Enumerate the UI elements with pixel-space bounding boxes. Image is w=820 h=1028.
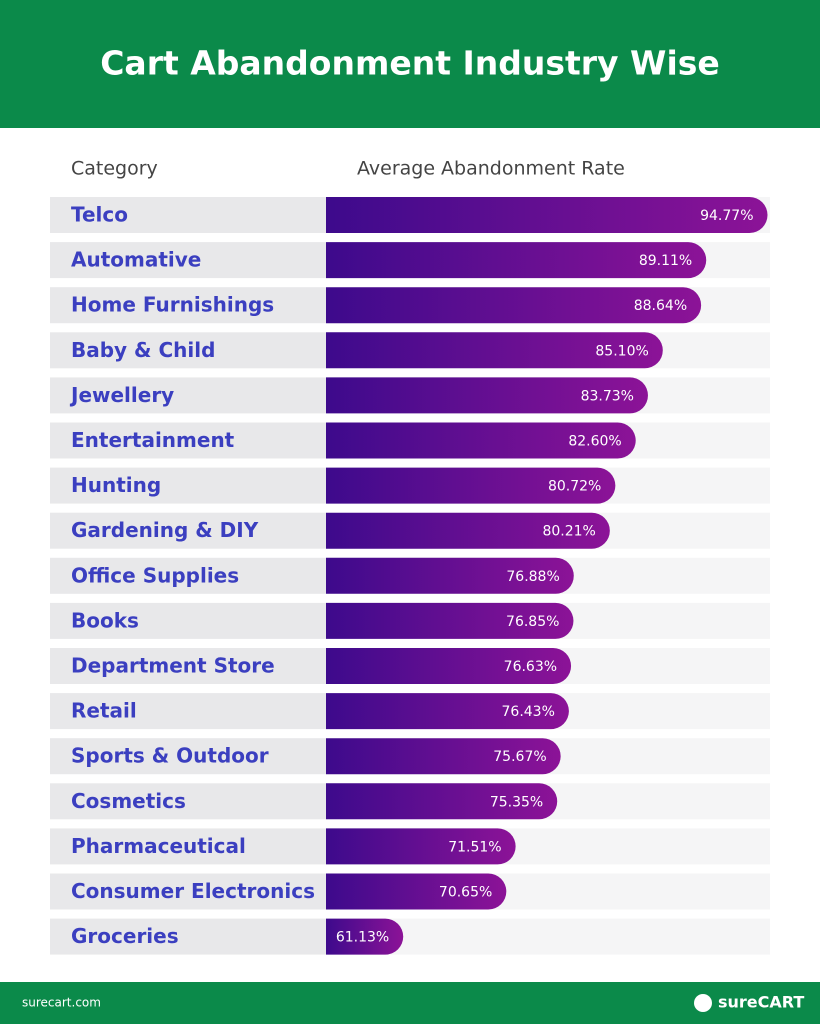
label-cell [50, 422, 326, 459]
value-label: 89.11% [639, 253, 692, 269]
value-label: 83.73% [581, 388, 634, 404]
bar [326, 602, 574, 639]
category-label: Cosmetics [71, 789, 186, 813]
value-label: 88.64% [634, 298, 687, 314]
category-label: Retail [71, 699, 137, 723]
rows: Telco 94.77% Automative 89.11% Home Furnishi… [50, 197, 770, 955]
value-label: 70.65% [439, 885, 492, 901]
category-label: Baby & Child [71, 338, 215, 362]
value-label: 75.67% [493, 749, 546, 765]
label-cell [50, 828, 326, 865]
bar [326, 783, 558, 820]
brand-icon [694, 994, 712, 1012]
value-label: 76.88% [506, 569, 559, 585]
bar [326, 828, 516, 865]
value-label: 76.63% [504, 659, 557, 675]
value-label: 82.60% [568, 434, 621, 450]
value-label: 76.43% [502, 704, 555, 720]
label-cell [50, 602, 326, 639]
value-label: 71.51% [448, 839, 501, 855]
category-label: Jewellery [69, 383, 174, 407]
value-label: 76.85% [506, 614, 559, 630]
label-cell [50, 557, 326, 594]
bar [326, 738, 561, 775]
footer-band [0, 982, 820, 1024]
label-cell [50, 332, 326, 369]
bar [326, 197, 768, 233]
value-label: 85.10% [595, 343, 648, 359]
label-cell [50, 783, 326, 820]
value-label: 61.13% [336, 930, 389, 946]
column-header: Average Abandonment Rate [357, 158, 625, 180]
bar [326, 287, 702, 324]
bar [326, 377, 648, 414]
label-cell [50, 377, 326, 414]
label-cell [50, 242, 326, 279]
category-label: Office Supplies [71, 563, 239, 587]
category-label: Sports & Outdoor [71, 744, 269, 768]
label-cell [50, 512, 326, 549]
category-label: Gardening & DIY [71, 518, 259, 542]
bar [326, 918, 404, 955]
category-label: Groceries [71, 924, 179, 948]
category-label: Consumer Electronics [71, 879, 315, 903]
category-label: Hunting [71, 473, 161, 497]
label-cell [50, 197, 326, 233]
category-label: Automative [71, 248, 201, 272]
label-cell [50, 873, 326, 910]
bar [326, 557, 574, 594]
bar [326, 873, 507, 910]
category-label: Entertainment [71, 428, 235, 452]
bar [326, 512, 610, 549]
bar [326, 693, 569, 730]
category-label: Department Store [71, 654, 275, 678]
category-label: Books [71, 608, 139, 632]
footer-brand: sureCART [718, 993, 804, 1012]
label-cell [50, 287, 326, 324]
bar [326, 332, 663, 369]
value-label: 80.21% [542, 524, 595, 540]
label-cell [50, 693, 326, 730]
footer-site: surecart.com [22, 996, 101, 1010]
column-header: Category [71, 158, 158, 180]
label-cell [50, 467, 326, 504]
category-label: Pharmaceutical [71, 834, 246, 858]
label-cell [50, 918, 326, 955]
value-label: 94.77% [700, 208, 753, 224]
header-band [0, 0, 820, 128]
bar [326, 648, 572, 684]
label-cell [50, 738, 326, 775]
label-cell [50, 648, 326, 684]
bar [326, 422, 636, 459]
chart-title: Cart Abandonment Industry Wise [100, 44, 720, 83]
bar [326, 467, 616, 504]
value-label: 75.35% [490, 794, 543, 810]
category-label: Home Furnishings [71, 293, 274, 317]
bar [326, 242, 707, 279]
value-label: 80.72% [548, 479, 601, 495]
category-label: Telco [71, 203, 128, 227]
